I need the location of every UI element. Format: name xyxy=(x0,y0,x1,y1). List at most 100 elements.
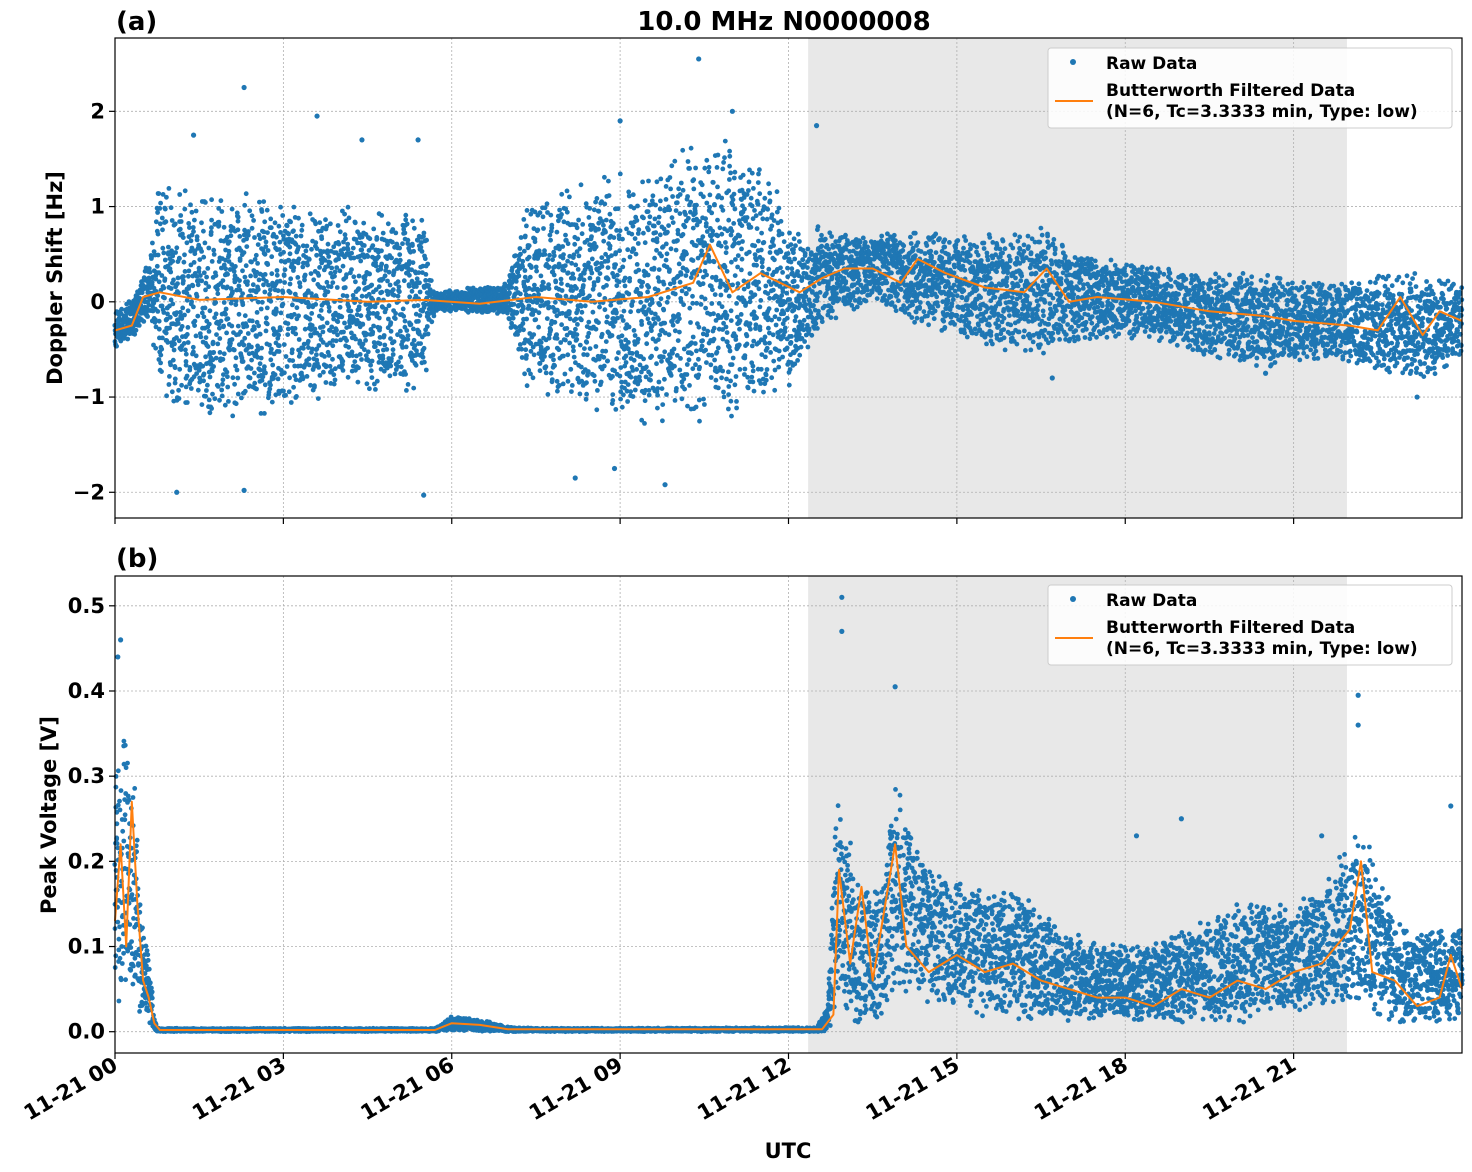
raw-point xyxy=(209,197,215,203)
raw-point xyxy=(662,376,667,382)
raw-point xyxy=(727,348,733,354)
raw-point xyxy=(742,355,748,361)
raw-point xyxy=(296,256,302,262)
raw-point xyxy=(532,282,537,288)
raw-point xyxy=(722,138,728,144)
raw-point xyxy=(216,219,222,225)
raw-point xyxy=(349,330,354,336)
raw-point xyxy=(521,217,527,222)
raw-point xyxy=(573,316,579,322)
raw-point xyxy=(405,333,411,338)
raw-point xyxy=(285,326,291,332)
raw-point xyxy=(751,388,757,394)
raw-point xyxy=(526,303,532,309)
raw-point xyxy=(280,290,286,295)
raw-point xyxy=(245,279,250,284)
raw-point xyxy=(788,242,794,248)
raw-point xyxy=(295,275,301,280)
raw-point xyxy=(274,309,279,314)
raw-point xyxy=(155,210,161,215)
raw-point xyxy=(556,347,562,353)
raw-point xyxy=(720,166,726,172)
raw-point xyxy=(326,304,332,310)
raw-point xyxy=(269,399,275,405)
raw-point xyxy=(365,254,371,259)
raw-point xyxy=(367,271,372,277)
raw-point xyxy=(178,309,183,315)
raw-point xyxy=(202,240,208,246)
raw-point xyxy=(211,247,217,253)
raw-point xyxy=(411,326,416,332)
raw-point xyxy=(753,213,759,219)
raw-point xyxy=(537,368,543,374)
raw-point xyxy=(329,265,335,271)
raw-point xyxy=(764,367,770,372)
raw-point xyxy=(801,317,807,323)
raw-point xyxy=(538,340,544,345)
raw-point xyxy=(644,331,650,336)
raw-point xyxy=(356,365,361,371)
raw-point xyxy=(722,264,728,269)
raw-point xyxy=(616,350,621,356)
raw-point xyxy=(797,352,803,358)
raw-point xyxy=(587,206,593,211)
raw-point xyxy=(196,367,202,373)
raw-point xyxy=(215,291,221,297)
raw-point xyxy=(737,318,743,324)
raw-point xyxy=(745,385,751,391)
raw-point xyxy=(551,272,557,278)
raw-point xyxy=(826,246,832,252)
raw-point xyxy=(221,300,227,305)
raw-point xyxy=(795,358,800,363)
raw-point xyxy=(656,214,662,220)
raw-point xyxy=(306,257,312,262)
raw-point xyxy=(762,334,768,340)
raw-point xyxy=(696,356,701,362)
raw-point xyxy=(403,212,409,218)
raw-point xyxy=(724,376,729,382)
raw-point xyxy=(731,175,737,181)
raw-point xyxy=(635,336,641,342)
raw-point xyxy=(317,265,322,270)
raw-point xyxy=(413,362,419,368)
raw-point xyxy=(379,261,385,267)
raw-point xyxy=(389,255,394,261)
raw-point xyxy=(191,229,196,235)
raw-point xyxy=(332,273,337,279)
raw-point xyxy=(206,329,212,334)
raw-point xyxy=(222,402,228,408)
raw-point xyxy=(516,273,522,279)
raw-point xyxy=(882,293,888,298)
raw-point xyxy=(390,347,396,353)
raw-point xyxy=(170,301,176,307)
raw-point xyxy=(201,270,207,276)
raw-point xyxy=(606,193,612,199)
raw-point xyxy=(726,392,731,397)
raw-point xyxy=(889,270,894,276)
raw-point xyxy=(334,265,340,270)
raw-point xyxy=(645,289,650,295)
raw-point xyxy=(621,257,627,263)
raw-point xyxy=(727,148,732,154)
raw-point xyxy=(274,268,280,273)
raw-point xyxy=(170,253,176,259)
raw-point xyxy=(860,235,866,241)
raw-point xyxy=(328,221,333,227)
raw-point xyxy=(531,352,537,358)
raw-point xyxy=(210,339,216,345)
raw-point xyxy=(303,248,309,254)
raw-point xyxy=(693,243,699,249)
raw-point xyxy=(768,350,773,355)
raw-point xyxy=(536,324,541,330)
raw-point xyxy=(926,322,931,328)
raw-point xyxy=(715,345,721,351)
raw-point xyxy=(346,304,352,310)
raw-point xyxy=(327,363,333,369)
raw-point xyxy=(676,186,682,192)
raw-point xyxy=(238,329,243,335)
raw-point xyxy=(242,335,248,341)
raw-point xyxy=(335,332,340,338)
raw-point xyxy=(175,317,181,323)
raw-point xyxy=(659,386,665,391)
raw-point xyxy=(879,233,885,239)
